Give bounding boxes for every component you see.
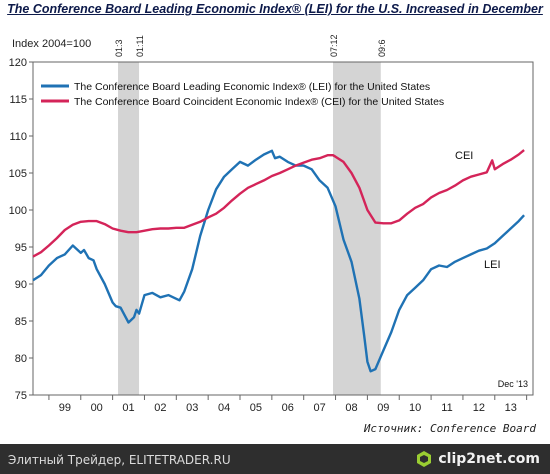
series-line-cei	[32, 149, 525, 258]
y-tick-label: 90	[15, 279, 27, 291]
x-tick-label: 09	[377, 402, 389, 414]
x-tick-label: 06	[282, 402, 294, 414]
y-tick-label: 100	[9, 205, 27, 217]
x-tick-label: 02	[154, 402, 166, 414]
x-tick-label: 05	[250, 402, 262, 414]
annotation-lei: LEI	[484, 259, 501, 271]
x-tick-label: 13	[505, 402, 517, 414]
x-tick-label: 00	[91, 402, 103, 414]
annotation-date: Dec '13	[498, 379, 528, 389]
recession-start-label: 01:3	[114, 39, 124, 57]
y-tick-label: 75	[15, 390, 27, 402]
x-tick-label: 08	[345, 402, 357, 414]
hexagon-logo-icon	[417, 451, 432, 467]
x-tick-label: 11	[441, 402, 452, 414]
brand-badge[interactable]: clip2net.com	[415, 448, 540, 470]
chart: 01:3 01:11 07:12 09:67580859095100105110115…	[9, 34, 534, 414]
legend-label-cei: The Conference Board Coincident Economic…	[74, 96, 444, 108]
x-tick-label: 01	[122, 402, 134, 414]
plot-frame	[32, 61, 534, 396]
y-axis-label: Index 2004=100	[12, 38, 91, 50]
y-tick-label: 105	[9, 168, 27, 180]
y-tick-label: 110	[9, 131, 27, 143]
source-note: Источник: Conference Board	[363, 422, 536, 435]
recession-end-label: 09:6	[377, 39, 387, 57]
x-tick-label: 10	[409, 402, 421, 414]
annotation-cei: CEI	[455, 150, 473, 162]
y-tick-label: 80	[15, 353, 27, 365]
x-tick-label: 03	[186, 402, 198, 414]
page-title: The Conference Board Leading Economic In…	[7, 2, 543, 16]
x-tick-label: 12	[473, 402, 485, 414]
y-tick-label: 95	[15, 242, 27, 254]
x-tick-label: 07	[313, 402, 325, 414]
y-tick-label: 85	[15, 316, 27, 328]
recession-start-label: 07:12	[329, 34, 339, 57]
brand-name: clip2net.com	[438, 451, 540, 467]
x-tick-label: 99	[59, 402, 71, 414]
footer-bar: Элитный Трейдер, ELITETRADER.RU clip2net…	[0, 444, 550, 474]
y-tick-label: 115	[9, 94, 27, 106]
legend-label-lei: The Conference Board Leading Economic In…	[74, 81, 430, 93]
y-tick-label: 120	[9, 57, 27, 69]
recession-band	[118, 62, 140, 395]
footer-site-text[interactable]: Элитный Трейдер, ELITETRADER.RU	[8, 453, 231, 467]
x-tick-label: 04	[218, 402, 230, 414]
series-line-lei	[32, 149, 525, 373]
recession-end-label: 01:11	[135, 35, 145, 57]
